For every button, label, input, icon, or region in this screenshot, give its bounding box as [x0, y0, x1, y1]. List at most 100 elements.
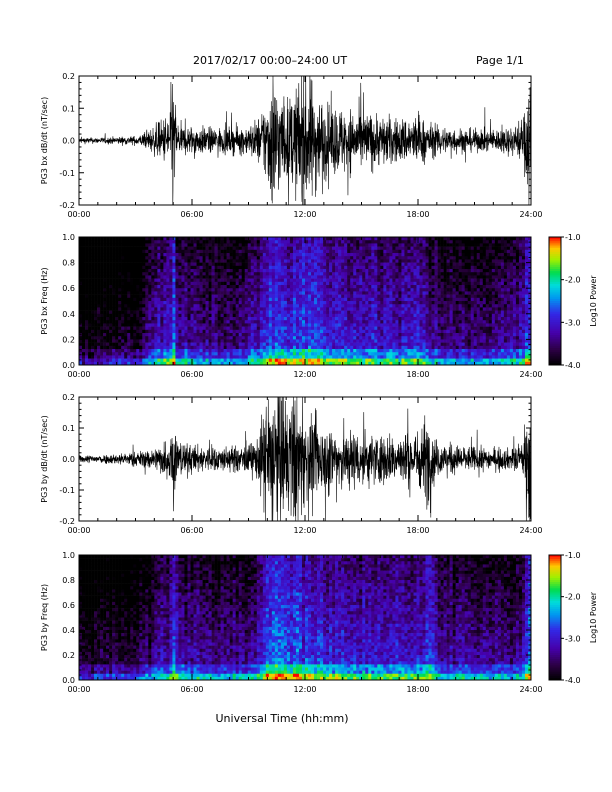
spectrogram-cell — [97, 265, 101, 270]
spectrogram-cell — [326, 262, 330, 267]
spectrogram-cell — [371, 272, 375, 276]
spectrogram-cell — [172, 313, 176, 318]
spectrogram-cell — [250, 326, 255, 331]
spectrogram-cell — [202, 291, 206, 295]
spectrogram-cell — [422, 301, 426, 305]
spectrogram-cell — [320, 285, 324, 289]
spectrogram-cell — [353, 349, 357, 353]
spectrogram-cell — [308, 326, 312, 331]
spectrogram-cell — [256, 294, 261, 299]
spectrogram-cell — [353, 256, 357, 260]
spectrogram-cell — [253, 278, 258, 283]
spectrogram-cell — [289, 310, 294, 315]
spectrogram-cell — [268, 304, 273, 308]
spectrogram-cell — [280, 281, 285, 286]
spectrogram-cell — [301, 358, 306, 363]
spectrogram-cell — [250, 320, 255, 324]
spectrogram-cell — [109, 297, 113, 302]
spectrogram-cell — [425, 288, 429, 292]
spectrogram-cell — [94, 288, 98, 292]
spectrogram-cell — [238, 329, 243, 334]
spectrogram-cell — [329, 275, 333, 279]
spectrogram-cell — [130, 336, 134, 340]
spectrogram-cell — [151, 288, 155, 292]
spectrogram-cell — [350, 326, 354, 331]
spectrogram-cell — [178, 339, 182, 343]
spectrogram-cell — [208, 349, 212, 353]
spectrogram-cell — [229, 246, 233, 251]
spectrogram-cell — [103, 237, 107, 241]
spectrogram-cell — [368, 358, 372, 363]
spectrogram-cell — [350, 307, 354, 311]
spectrogram-cell — [82, 278, 86, 283]
spectrogram-cell — [410, 339, 414, 343]
spectrogram-cell — [392, 237, 396, 241]
spectrogram-cell — [214, 265, 218, 270]
spectrogram-cell — [142, 275, 146, 279]
spectrogram-cell — [124, 256, 128, 260]
spectrogram-cell — [79, 297, 83, 302]
spectrogram-cell — [301, 294, 306, 299]
spectrogram-cell — [437, 339, 441, 343]
spectrogram-cell — [244, 358, 249, 363]
spectrogram-cell — [223, 358, 227, 363]
spectrogram-cell — [401, 304, 405, 308]
spectrogram-cell — [365, 249, 369, 254]
spectrogram-cell — [160, 288, 164, 292]
spectrogram-cell — [175, 336, 179, 340]
spectrogram-cell — [79, 355, 83, 359]
spectrogram-cell — [205, 291, 209, 295]
spectrogram-cell — [365, 275, 369, 279]
spectrogram-cell — [305, 294, 309, 299]
spectrogram-cell — [184, 249, 188, 254]
spectrogram-cell — [389, 262, 393, 267]
spectrogram-cell — [437, 256, 441, 260]
spectrogram-cell — [389, 256, 393, 260]
spectrogram-cell — [97, 285, 101, 289]
spectrogram-cell — [241, 297, 246, 302]
spectrogram-cell — [256, 329, 261, 334]
spectrogram-cell — [127, 349, 131, 353]
spectrogram-cell — [205, 278, 209, 283]
spectrogram-cell — [157, 349, 161, 353]
spectrogram-cell — [317, 237, 321, 241]
spectrogram-cell — [262, 313, 267, 318]
spectrogram-cell — [148, 237, 152, 241]
spectrogram-cell — [112, 265, 116, 270]
spectrogram-cell — [181, 342, 185, 347]
spectrogram-cell — [229, 253, 233, 257]
spectrogram-cell — [106, 339, 110, 343]
spectrogram-cell — [154, 243, 158, 247]
spectrogram-cell — [136, 326, 140, 331]
spectrogram-cell — [298, 326, 303, 331]
spectrogram-cell — [91, 246, 95, 251]
spectrogram-cell — [286, 265, 291, 270]
spectrogram-cell — [338, 349, 342, 353]
spectrogram-cell — [428, 342, 432, 347]
spectrogram-cell — [175, 272, 179, 276]
spectrogram-cell — [139, 243, 143, 247]
spectrogram-cell — [208, 358, 212, 363]
spectrogram-cell — [157, 297, 161, 302]
spectrogram-cell — [196, 326, 200, 331]
spectrogram-cell — [100, 336, 104, 340]
spectrogram-cell — [317, 249, 321, 254]
spectrogram-cell — [392, 310, 396, 315]
spectrogram-cell — [247, 281, 252, 286]
spectrogram-cell — [419, 349, 423, 353]
spectrogram-cell — [356, 301, 360, 305]
spectrogram-cell — [223, 317, 227, 321]
spectrogram-cell — [115, 240, 119, 244]
spectrogram-cell — [416, 301, 420, 305]
spectrogram-cell — [172, 333, 176, 337]
spectrogram-cell — [344, 240, 348, 244]
spectrogram-cell — [256, 278, 261, 283]
spectrogram-cell — [425, 339, 429, 343]
spectrogram-cell — [94, 246, 98, 251]
spectrogram-cell — [133, 355, 137, 359]
spectrogram-cell — [434, 307, 438, 311]
spectrogram-cell — [359, 361, 363, 366]
spectrogram-cell — [356, 333, 360, 337]
spectrogram-cell — [371, 301, 375, 305]
spectrogram-cell — [332, 285, 336, 289]
